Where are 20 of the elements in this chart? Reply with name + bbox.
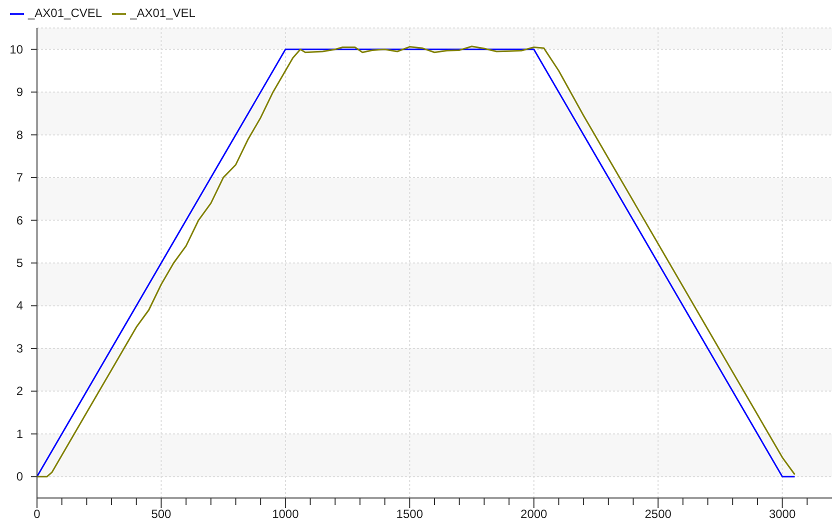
x-tick-label: 500 — [151, 507, 172, 521]
x-tick-label: 1500 — [396, 507, 424, 521]
y-tick-label: 4 — [16, 298, 24, 313]
x-tick-label: 1000 — [272, 507, 300, 521]
x-tick-label: 0 — [34, 507, 41, 521]
y-tick-label: 5 — [16, 256, 24, 270]
y-tick-label: 9 — [16, 85, 24, 100]
legend-label: _AX01_VEL — [130, 6, 196, 20]
y-tick-label: 7 — [16, 170, 24, 185]
legend-label: _AX01_CVEL — [28, 6, 102, 20]
y-tick-label: 8 — [16, 128, 24, 142]
y-tick-label: 2 — [16, 384, 24, 398]
y-tick-label: 3 — [16, 341, 24, 356]
y-tick-label: 1 — [16, 426, 24, 441]
y-tick-label: 6 — [16, 213, 24, 228]
y-tick-label: 0 — [16, 470, 24, 484]
x-tick-label: 2000 — [520, 507, 548, 521]
x-tick-label: 2500 — [644, 507, 672, 521]
y-tick-label: 10 — [10, 42, 24, 56]
x-tick-label: 3000 — [768, 507, 796, 521]
